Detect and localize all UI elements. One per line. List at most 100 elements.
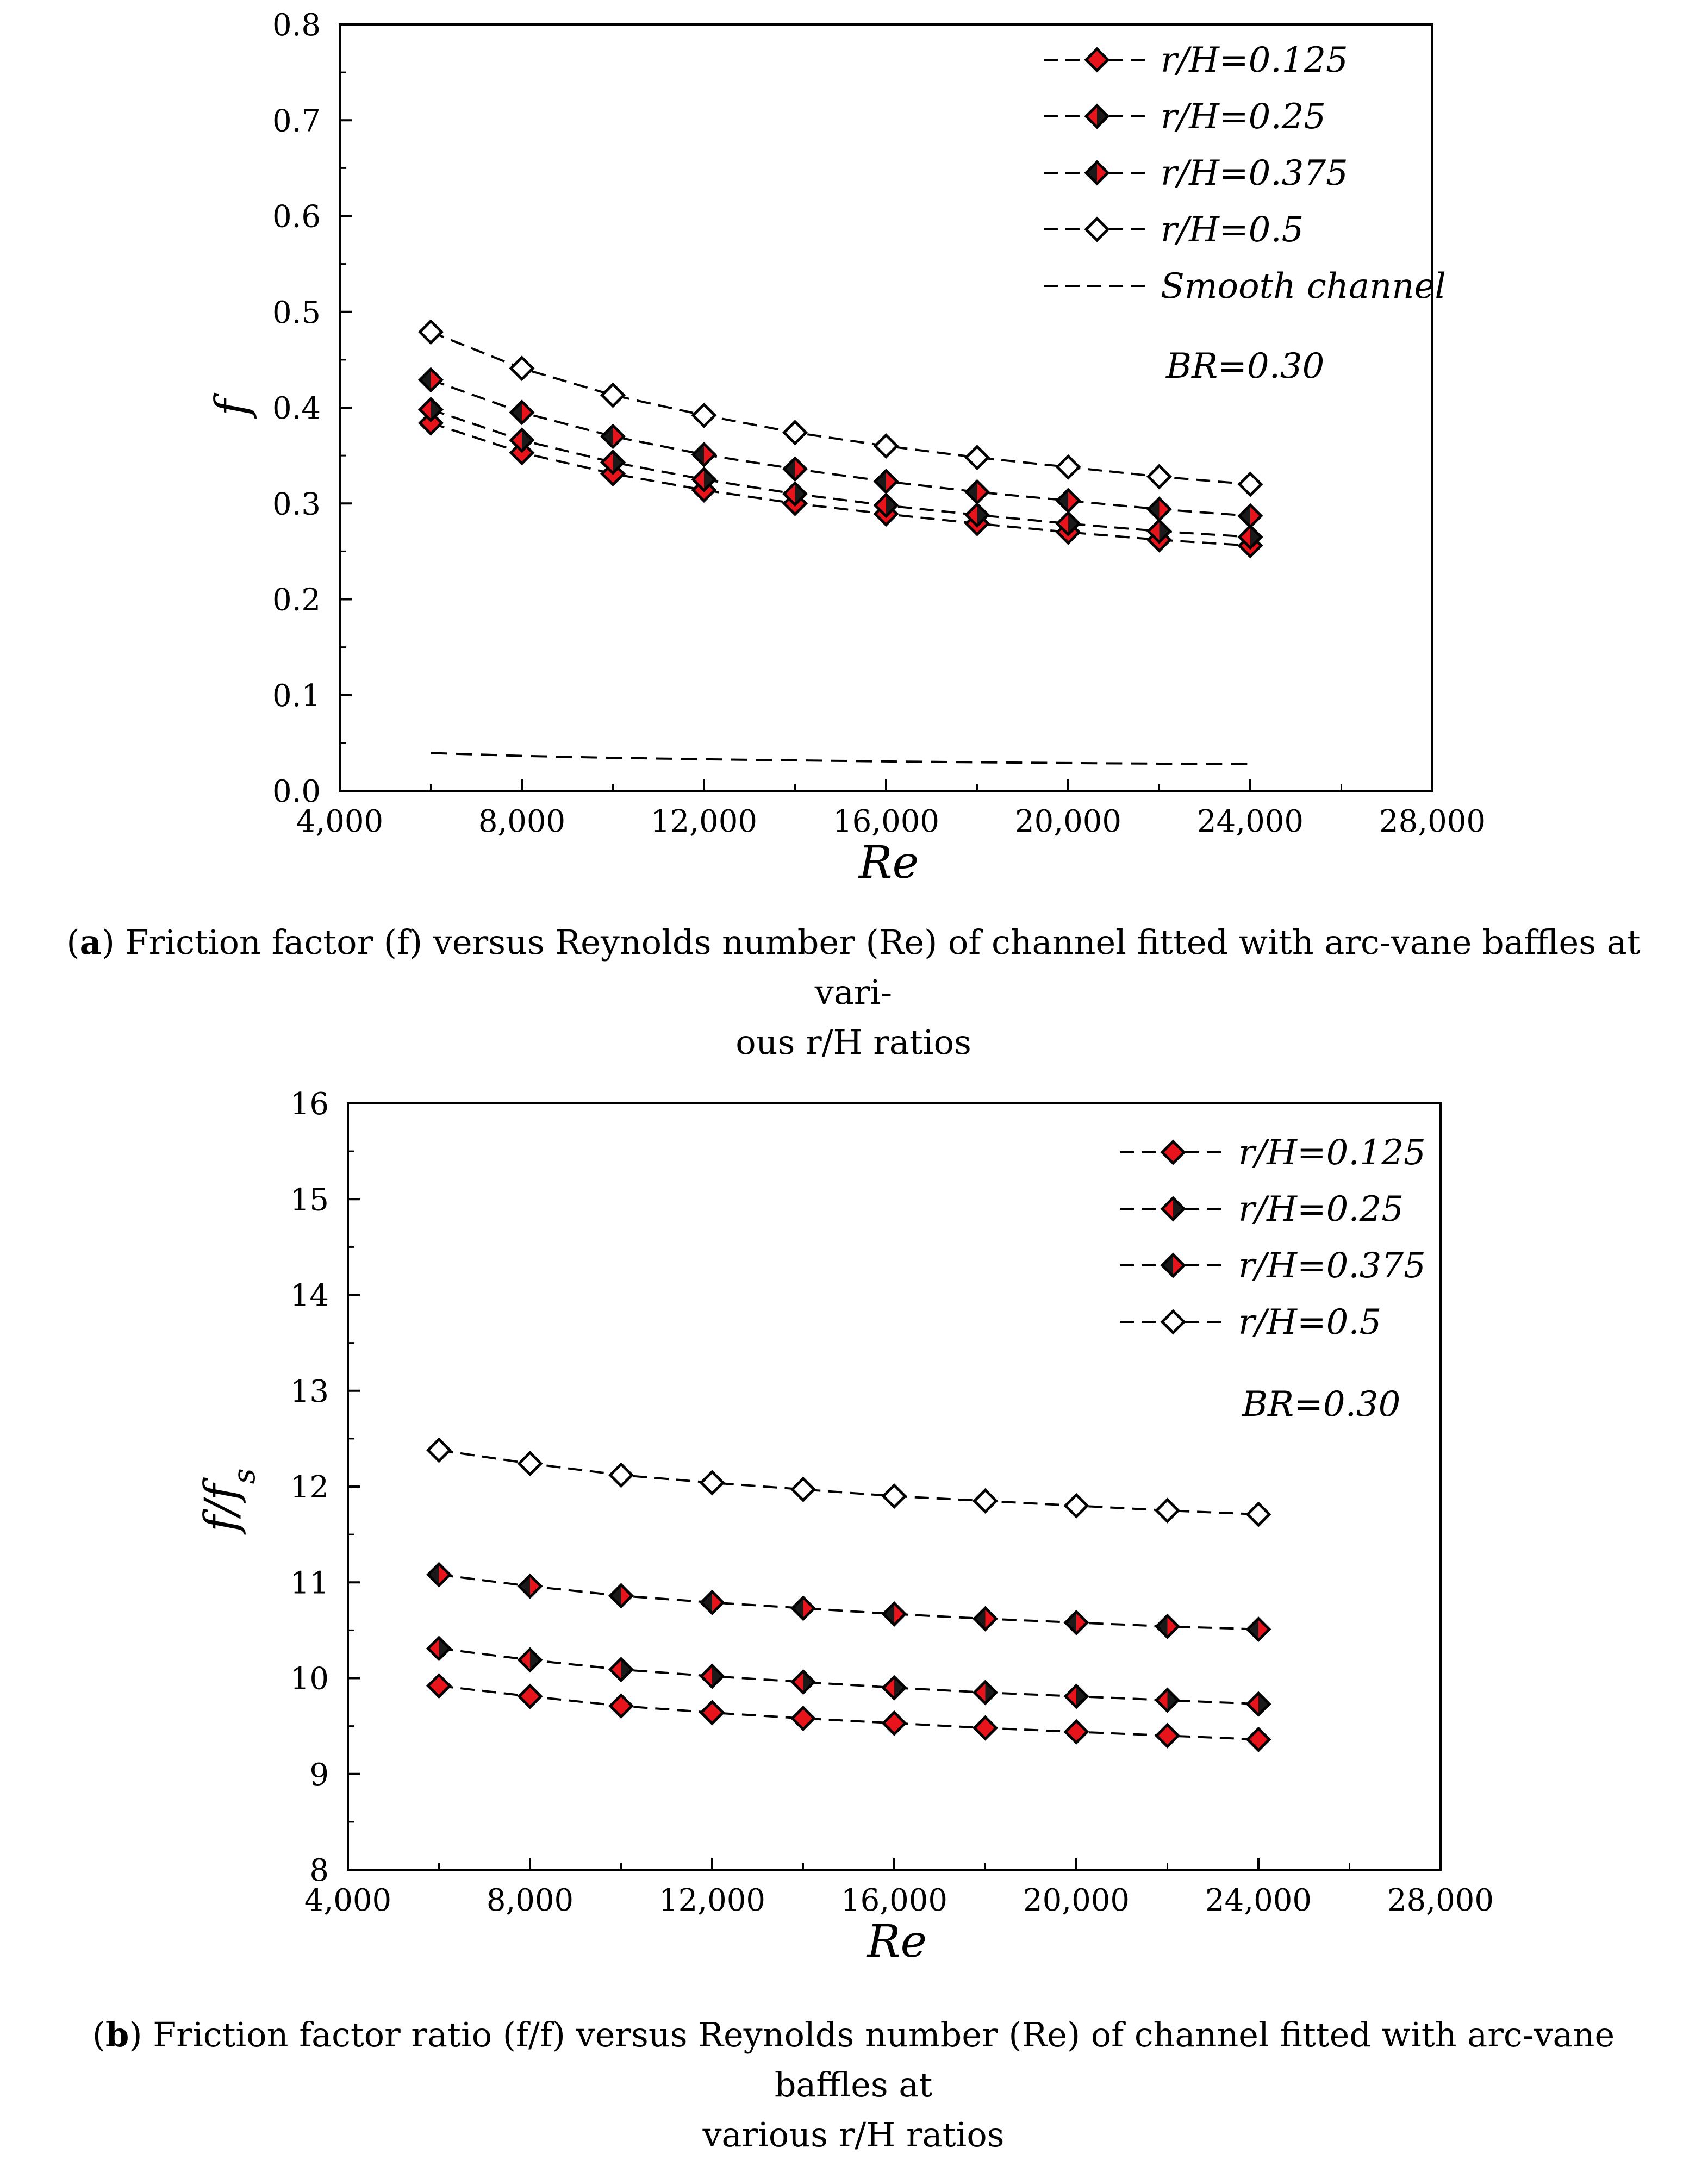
y-tick-label: 9 <box>309 1757 329 1793</box>
legend-entry: r/H=0.25 <box>1044 97 1326 137</box>
y-tick-label: 0.7 <box>272 103 321 139</box>
legend-entry: r/H=0.125 <box>1120 1133 1426 1173</box>
data-point <box>691 441 717 467</box>
series-line <box>439 1574 1259 1631</box>
series-r-h-0-125 <box>426 1673 1271 1752</box>
series-line <box>430 408 1251 538</box>
data-point <box>964 502 990 528</box>
annotation-br: BR=0.30 <box>1165 346 1324 386</box>
data-point <box>790 1705 816 1732</box>
x-tick-label: 20,000 <box>1015 804 1121 839</box>
x-tick-label: 12,000 <box>651 804 757 839</box>
series-line <box>431 752 1251 766</box>
data-point <box>600 382 626 408</box>
data-point <box>1055 510 1081 536</box>
data-point <box>1063 1683 1089 1709</box>
data-point <box>881 1483 907 1509</box>
data-point <box>873 492 899 519</box>
data-point <box>1245 1501 1271 1527</box>
legend-label: r/H=0.25 <box>1161 97 1326 137</box>
x-tick-label: 28,000 <box>1387 1883 1494 1918</box>
chart-a: 4,000 8,000 12,000 16,000 20,000 24,000 28,000… <box>207 8 1486 889</box>
x-tick-label: 24,000 <box>1205 1883 1312 1918</box>
data-point <box>972 1488 999 1514</box>
caption-b-line2: various r/H ratios <box>702 2115 1005 2155</box>
data-point <box>691 466 717 492</box>
series-line <box>430 422 1251 547</box>
series-line <box>439 1684 1259 1741</box>
data-point <box>881 1710 907 1736</box>
legend-marker <box>1160 1196 1186 1222</box>
data-point <box>782 456 808 482</box>
data-point <box>1245 1726 1271 1752</box>
legend-label: r/H=0.125 <box>1238 1133 1426 1173</box>
legend-marker <box>1160 1252 1186 1278</box>
data-point <box>873 469 899 495</box>
x-tick-label: 20,000 <box>1023 1883 1130 1918</box>
series-line <box>430 379 1251 517</box>
data-point <box>699 1663 725 1689</box>
legend-entry: r/H=0.5 <box>1120 1302 1381 1343</box>
data-point <box>1063 1609 1089 1635</box>
data-point <box>1055 454 1081 480</box>
data-point <box>517 1573 543 1599</box>
x-tick-label: 4,000 <box>304 1883 391 1918</box>
chart-b: 4,000 8,000 12,000 16,000 20,000 24,000 28,000… <box>196 1087 1494 1968</box>
x-tick-label: 8,000 <box>478 804 565 839</box>
data-point <box>608 1583 634 1609</box>
data-point <box>1146 496 1173 522</box>
data-point <box>517 1647 543 1673</box>
data-point <box>1237 503 1263 529</box>
caption-a-line1: ) Friction factor (f) versus Reynolds nu… <box>101 922 1641 1012</box>
data-point <box>417 396 444 423</box>
legend-entry: r/H=0.25 <box>1120 1189 1404 1229</box>
data-point <box>873 433 899 459</box>
data-point <box>426 1635 452 1662</box>
data-point <box>509 355 535 382</box>
series-line <box>439 1449 1259 1516</box>
annotation-br: BR=0.30 <box>1242 1384 1400 1425</box>
caption-a-line2: ous r/H ratios <box>735 1022 971 1062</box>
data-point <box>509 427 535 453</box>
y-axis-label: f/fs <box>196 1468 262 1535</box>
x-tick-label: 16,000 <box>841 1883 947 1918</box>
data-point <box>1237 524 1263 550</box>
legend-entry: r/H=0.5 <box>1044 210 1304 250</box>
plot-frame <box>339 23 1433 792</box>
data-point <box>1154 1687 1181 1713</box>
legend-marker <box>1160 1139 1186 1165</box>
legend-label: r/H=0.375 <box>1161 153 1348 193</box>
data-point <box>1063 1719 1089 1745</box>
x-tick-label: 28,000 <box>1379 804 1486 839</box>
y-tick-label: 0.8 <box>272 8 321 43</box>
y-tick-label: 0.5 <box>272 295 321 330</box>
caption-b-line1: ) Friction factor ratio (f/f) versus Rey… <box>129 2015 1615 2105</box>
data-point <box>964 479 990 505</box>
legend-marker <box>1084 160 1110 186</box>
series-line <box>430 330 1251 485</box>
caption-b-label: b <box>105 2015 129 2055</box>
y-tick-label: 0.6 <box>272 199 321 235</box>
data-point <box>417 319 444 345</box>
data-point <box>426 1437 452 1463</box>
data-point <box>426 1562 452 1588</box>
y-tick-label: 14 <box>290 1278 329 1314</box>
data-point <box>1154 1613 1181 1639</box>
data-point <box>600 449 626 475</box>
legend-label: r/H=0.5 <box>1238 1302 1381 1343</box>
data-point <box>1146 518 1173 544</box>
data-point <box>699 1470 725 1496</box>
series-line <box>439 1647 1259 1706</box>
data-point <box>790 1476 816 1502</box>
series-r-h-0-25 <box>426 1635 1271 1717</box>
legend-label: r/H=0.25 <box>1238 1189 1404 1229</box>
y-tick-label: 16 <box>290 1087 329 1122</box>
data-point <box>1055 488 1081 514</box>
data-point <box>417 367 444 393</box>
legend-marker <box>1160 1309 1186 1335</box>
legend-marker <box>1084 216 1110 242</box>
data-point <box>509 399 535 426</box>
legend-entry: Smooth channel <box>1044 266 1446 307</box>
data-point <box>790 1669 816 1695</box>
